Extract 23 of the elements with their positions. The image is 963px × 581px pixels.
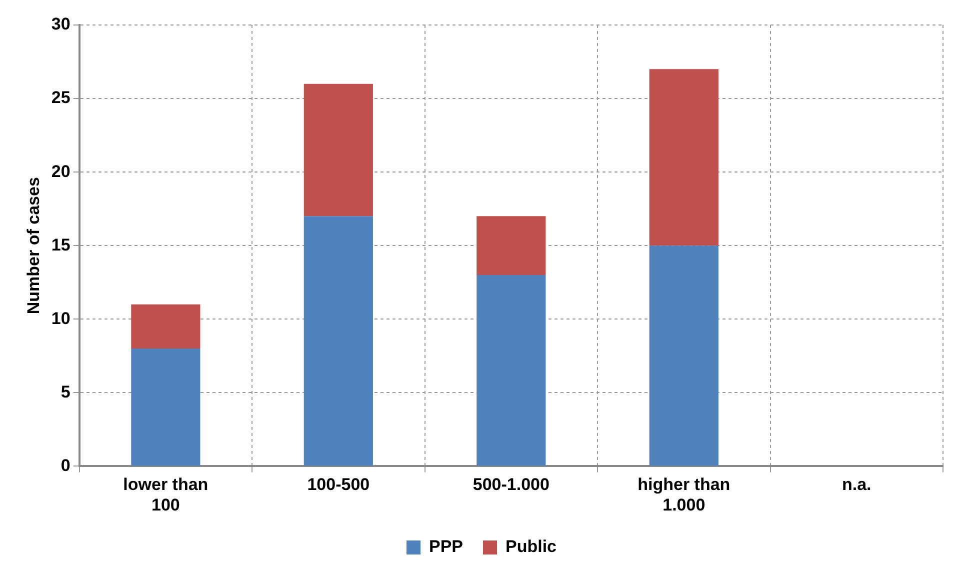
bar (649, 69, 718, 246)
bar (131, 304, 200, 349)
legend-label: Public (506, 537, 557, 556)
bar (476, 275, 546, 466)
x-tick-label: lower than 100 (123, 475, 208, 514)
y-tick-label: 30 (51, 14, 70, 34)
x-tick-label: n.a. (842, 475, 872, 494)
y-tick-label: 0 (60, 456, 70, 475)
y-tick-label: 15 (51, 235, 70, 254)
bar (304, 84, 373, 216)
bar (649, 246, 718, 466)
y-axis-title: Number of cases (24, 177, 43, 314)
legend-label: PPP (428, 537, 464, 556)
x-tick-label: higher than 1.000 (638, 475, 730, 514)
x-tick-label: 500-1.000 (472, 475, 550, 494)
y-tick-label: 20 (51, 162, 70, 181)
y-tick-label: 10 (51, 308, 70, 328)
y-tick-label: 25 (51, 88, 70, 108)
bar (304, 216, 373, 466)
x-tick-label: 100-500 (307, 475, 370, 494)
bar (476, 216, 546, 276)
bar (131, 348, 200, 466)
y-tick-label: 5 (60, 382, 70, 402)
